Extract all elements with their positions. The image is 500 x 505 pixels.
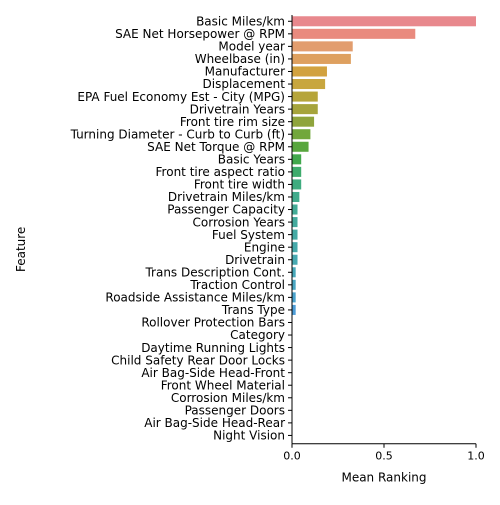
bars-layer [292, 16, 476, 315]
y-tick-label: SAE Net Horsepower @ RPM [115, 27, 285, 41]
y-tick-label: Engine [244, 240, 285, 254]
y-tick-label: Daytime Running Lights [141, 341, 285, 355]
x-tick-label: 1.0 [467, 450, 485, 463]
y-tick-label: EPA Fuel Economy Est - City (MPG) [77, 90, 285, 104]
bar-18 [292, 242, 298, 253]
bar-11 [292, 154, 302, 165]
bar-0 [292, 16, 476, 27]
y-tick-label: Traction Control [189, 278, 285, 292]
bar-8 [292, 116, 315, 127]
bar-9 [292, 129, 311, 140]
y-tick-label: Front Wheel Material [161, 378, 285, 392]
bar-13 [292, 179, 302, 190]
bar-16 [292, 217, 298, 228]
bar-23 [292, 304, 296, 315]
y-tick-label: Corrosion Miles/km [171, 391, 285, 405]
x-axis-title: Mean Ranking [341, 471, 426, 485]
y-tick-label: Night Vision [213, 429, 285, 443]
y-axis-title: Feature [14, 227, 28, 272]
y-tick-label: Trans Description Cont. [144, 265, 285, 279]
bar-15 [292, 204, 298, 215]
y-tick-label: Drivetrain Miles/km [168, 190, 285, 204]
bar-22 [292, 292, 296, 303]
bar-5 [292, 79, 326, 90]
y-tick-label: Front tire width [194, 178, 285, 192]
bar-17 [292, 229, 298, 240]
y-tick-label: Model year [218, 40, 285, 54]
bar-4 [292, 66, 327, 77]
bar-21 [292, 279, 296, 290]
bar-3 [292, 53, 351, 64]
bar-20 [292, 267, 296, 278]
y-tick-label: Front tire aspect ratio [156, 165, 285, 179]
bar-2 [292, 41, 353, 52]
y-tick-label: Fuel System [212, 228, 285, 242]
bar-7 [292, 104, 318, 115]
y-tick-label: Roadside Assistance Miles/km [105, 291, 285, 305]
y-tick-label: Displacement [203, 77, 286, 91]
bar-6 [292, 91, 318, 102]
bar-12 [292, 166, 302, 177]
bar-1 [292, 28, 416, 39]
y-tick-label: Basic Years [218, 153, 285, 167]
y-tick-label: Drivetrain Years [190, 102, 285, 116]
bar-10 [292, 141, 309, 152]
y-tick-label: Passenger Capacity [167, 203, 285, 217]
y-tick-label: Front tire rim size [180, 115, 285, 129]
x-tick-label: 0.0 [283, 450, 301, 463]
x-tick-labels: 0.0 0.5 1.0 [283, 443, 485, 463]
y-tick-label: Trans Type [221, 303, 285, 317]
y-tick-label: Manufacturer [205, 65, 285, 79]
y-tick-label: SAE Net Torque @ RPM [147, 140, 285, 154]
y-tick-label: Turning Diameter - Curb to Curb (ft) [70, 127, 285, 141]
y-tick-label: Corrosion Years [193, 215, 285, 229]
y-tick-label: Drivetrain [225, 253, 285, 267]
y-tick-label: Air Bag-Side Head-Front [141, 366, 285, 380]
y-tick-label: Basic Miles/km [196, 14, 285, 28]
y-tick-label: Child Safety Rear Door Locks [111, 353, 285, 367]
x-tick-label: 0.5 [375, 450, 393, 463]
bar-14 [292, 191, 300, 202]
y-tick-label: Category [230, 328, 285, 342]
y-tick-label: Passenger Doors [185, 404, 285, 418]
y-tick-label: Air Bag-Side Head-Rear [144, 416, 285, 430]
bar-19 [292, 254, 298, 265]
y-tick-label: Rollover Protection Bars [141, 316, 285, 330]
y-tick-label: Wheelbase (in) [195, 52, 285, 66]
